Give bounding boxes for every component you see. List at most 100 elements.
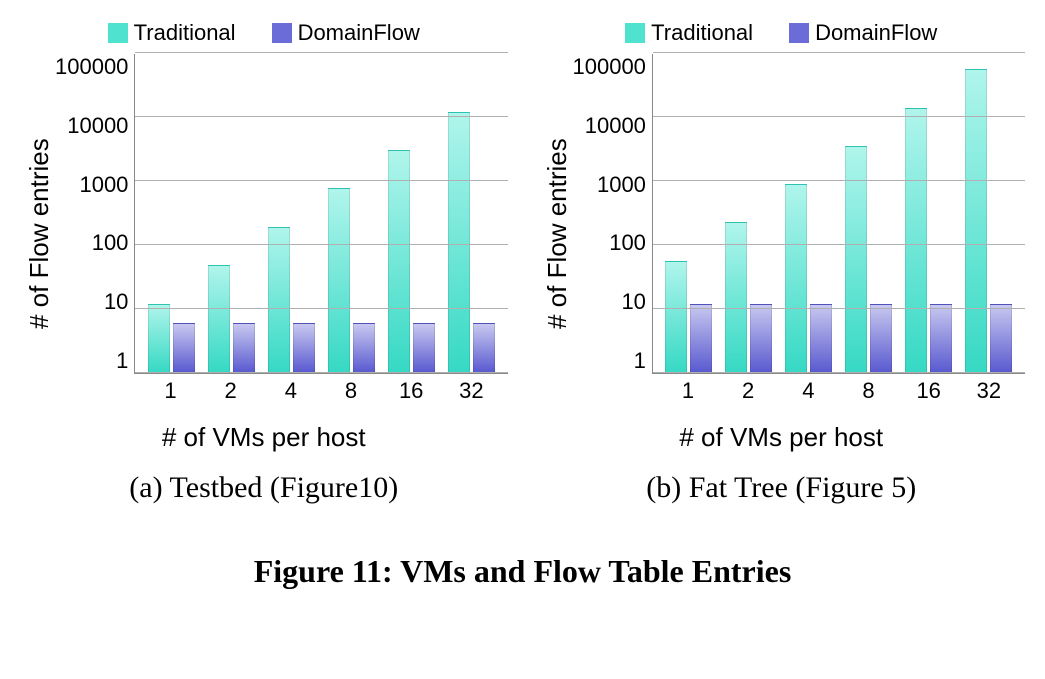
bar-traditional bbox=[785, 184, 807, 373]
sub-caption: (b) Fat Tree (Figure 5) bbox=[538, 471, 1026, 505]
bar-traditional bbox=[328, 188, 350, 373]
bar-traditional bbox=[905, 108, 927, 373]
gridline bbox=[653, 372, 1025, 373]
x-tick-label: 2 bbox=[205, 378, 257, 404]
bar-group bbox=[783, 184, 835, 373]
plot-column: 12481632 bbox=[134, 54, 507, 414]
y-tick-label: 100 bbox=[92, 230, 129, 256]
bar-traditional bbox=[148, 304, 170, 373]
bar-traditional bbox=[208, 265, 230, 373]
legend-label: DomainFlow bbox=[815, 20, 937, 46]
sub-caption: (a) Testbed (Figure10) bbox=[20, 471, 508, 505]
y-tick-label: 1 bbox=[634, 348, 646, 374]
bar-group bbox=[963, 69, 1015, 373]
bar-traditional bbox=[665, 261, 687, 373]
gridline bbox=[653, 116, 1025, 117]
y-tick-label: 100000 bbox=[573, 54, 646, 80]
gridline bbox=[135, 372, 507, 373]
y-tick-label: 10 bbox=[104, 289, 128, 315]
bar-group bbox=[663, 261, 715, 373]
bar-domainflow bbox=[473, 323, 495, 373]
bar-domainflow bbox=[990, 304, 1012, 373]
x-axis-label: # of VMs per host bbox=[538, 422, 1026, 453]
plot-frame: # of Flow entries 100000100001000100101 … bbox=[20, 54, 508, 414]
bar-group bbox=[265, 227, 317, 373]
legend-swatch-traditional bbox=[625, 23, 645, 43]
bar-domainflow bbox=[173, 323, 195, 373]
bar-domainflow bbox=[353, 323, 375, 373]
bar-traditional bbox=[388, 150, 410, 373]
bar-domainflow bbox=[930, 304, 952, 373]
figure-11: Traditional DomainFlow # of Flow entries… bbox=[20, 20, 1025, 590]
gridline bbox=[135, 52, 507, 53]
x-axis-label: # of VMs per host bbox=[20, 422, 508, 453]
y-axis-label: # of Flow entries bbox=[20, 54, 55, 414]
bar-group bbox=[205, 265, 257, 373]
y-tick-label: 1000 bbox=[79, 172, 128, 198]
gridline bbox=[135, 244, 507, 245]
x-tick-label: 2 bbox=[722, 378, 774, 404]
bars-layer bbox=[135, 54, 507, 373]
bar-group bbox=[723, 222, 775, 373]
x-tick-label: 4 bbox=[265, 378, 317, 404]
bar-domainflow bbox=[690, 304, 712, 373]
y-axis-ticks: 100000 10000 1000 100 10 1 bbox=[55, 54, 134, 374]
x-tick-label: 16 bbox=[903, 378, 955, 404]
bar-traditional bbox=[965, 69, 987, 373]
figure-caption: Figure 11: VMs and Flow Table Entries bbox=[20, 553, 1025, 590]
x-tick-label: 1 bbox=[662, 378, 714, 404]
bar-group bbox=[145, 304, 197, 373]
legend-label: Traditional bbox=[134, 20, 236, 46]
y-axis-ticks: 100000 10000 1000 100 10 1 bbox=[573, 54, 652, 374]
gridline bbox=[135, 180, 507, 181]
y-tick-label: 1000 bbox=[597, 172, 646, 198]
gridline bbox=[135, 308, 507, 309]
bar-domainflow bbox=[413, 323, 435, 373]
x-tick-label: 32 bbox=[445, 378, 497, 404]
y-tick-label: 10000 bbox=[67, 113, 128, 139]
bars-layer bbox=[653, 54, 1025, 373]
legend-label: DomainFlow bbox=[298, 20, 420, 46]
y-tick-label: 100 bbox=[609, 230, 646, 256]
gridline bbox=[653, 180, 1025, 181]
x-tick-label: 1 bbox=[145, 378, 197, 404]
y-tick-label: 10000 bbox=[585, 113, 646, 139]
x-axis-ticks: 12481632 bbox=[134, 374, 507, 404]
x-tick-label: 4 bbox=[782, 378, 834, 404]
bar-group bbox=[385, 150, 437, 373]
plot-column: 1248 16 32 bbox=[652, 54, 1025, 414]
y-tick-label: 10 bbox=[621, 289, 645, 315]
legend-item-domainflow: DomainFlow bbox=[789, 20, 937, 46]
bar-domainflow bbox=[810, 304, 832, 373]
legend-swatch-traditional bbox=[108, 23, 128, 43]
bar-domainflow bbox=[293, 323, 315, 373]
legend-item-traditional: Traditional bbox=[108, 20, 236, 46]
y-tick-label: 100000 bbox=[55, 54, 128, 80]
legend-swatch-domainflow bbox=[789, 23, 809, 43]
bar-domainflow bbox=[750, 304, 772, 373]
gridline bbox=[135, 116, 507, 117]
legend: Traditional DomainFlow bbox=[538, 20, 1026, 46]
bar-group bbox=[445, 112, 497, 373]
bar-traditional bbox=[448, 112, 470, 373]
legend-label: Traditional bbox=[651, 20, 753, 46]
bar-traditional bbox=[268, 227, 290, 373]
x-tick-label: 8 bbox=[843, 378, 895, 404]
bar-domainflow bbox=[870, 304, 892, 373]
y-axis-label: # of Flow entries bbox=[538, 54, 573, 414]
gridline bbox=[653, 244, 1025, 245]
x-tick-label: 32 bbox=[963, 378, 1015, 404]
bar-group bbox=[903, 108, 955, 373]
legend-item-domainflow: DomainFlow bbox=[272, 20, 420, 46]
y-tick-label: 1 bbox=[116, 348, 128, 374]
gridline bbox=[653, 308, 1025, 309]
panels-row: Traditional DomainFlow # of Flow entries… bbox=[20, 20, 1025, 505]
bar-group bbox=[325, 188, 377, 373]
legend-item-traditional: Traditional bbox=[625, 20, 753, 46]
panel-fattree: Traditional DomainFlow # of Flow entries… bbox=[538, 20, 1026, 505]
gridline bbox=[653, 52, 1025, 53]
plot-frame: # of Flow entries 100000100001000100101 … bbox=[538, 54, 1026, 414]
x-tick-label: 16 bbox=[385, 378, 437, 404]
x-axis-ticks: 1248 16 32 bbox=[652, 374, 1025, 404]
bar-domainflow bbox=[233, 323, 255, 373]
